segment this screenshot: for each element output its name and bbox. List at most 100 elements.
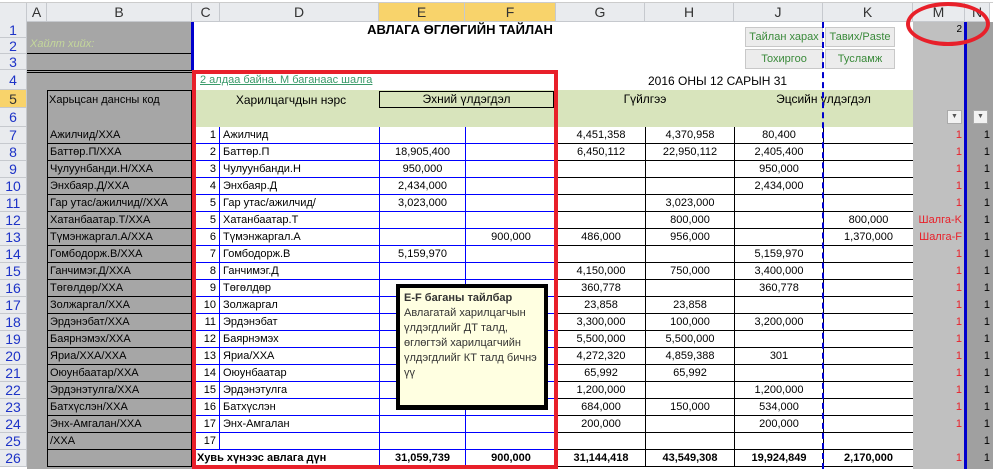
column-header-k[interactable]: K (823, 3, 913, 22)
amount-k[interactable]: 2,170,000 (823, 450, 913, 467)
row-header-10[interactable]: 10 (0, 178, 27, 195)
amount-k[interactable] (823, 263, 913, 280)
row-header-5[interactable]: 5 (0, 90, 27, 108)
amount-g[interactable]: 31,144,418 (556, 450, 645, 467)
help-button[interactable]: Тусламж (825, 49, 895, 69)
row-number[interactable]: 6 (192, 229, 220, 246)
row-header-21[interactable]: 21 (0, 365, 27, 382)
amount-g[interactable]: 486,000 (556, 229, 645, 246)
code-cell[interactable] (47, 246, 192, 263)
account-code[interactable]: Ганчимэг.Д/ХХА (50, 265, 131, 277)
customer-name[interactable]: Ганчимэг.Д (220, 263, 379, 280)
row-header-14[interactable]: 14 (0, 246, 27, 263)
code-cell[interactable] (47, 365, 192, 382)
amount-k[interactable] (823, 348, 913, 365)
amount-j[interactable] (734, 331, 823, 348)
account-code[interactable]: Баярнэмэх/ХХА (50, 333, 131, 345)
account-code[interactable]: Яриа/ХХА/ХХА (50, 350, 127, 362)
amount-e[interactable] (379, 399, 465, 416)
account-code[interactable]: Золжаргал/ХХА (50, 299, 130, 311)
code-cell[interactable] (47, 331, 192, 348)
row-header-1[interactable]: 1 (0, 22, 27, 38)
amount-h[interactable]: 65,992 (645, 365, 734, 382)
amount-j[interactable] (734, 212, 823, 229)
amount-g[interactable]: 23,858 (556, 297, 645, 314)
amount-h[interactable] (645, 246, 734, 263)
amount-j[interactable]: 3,400,000 (734, 263, 823, 280)
amount-k[interactable] (823, 144, 913, 161)
row-header-25[interactable]: 25 (0, 433, 27, 450)
amount-g[interactable]: 200,000 (556, 416, 645, 433)
amount-j[interactable]: 5,159,970 (734, 246, 823, 263)
amount-e[interactable] (379, 433, 465, 450)
amount-h[interactable] (645, 433, 734, 450)
row-number[interactable]: 16 (192, 399, 220, 416)
row-header-23[interactable]: 23 (0, 399, 27, 416)
code-cell[interactable] (47, 195, 192, 212)
amount-k[interactable] (823, 416, 913, 433)
amount-e[interactable] (379, 127, 465, 144)
amount-h[interactable] (645, 280, 734, 297)
row-header-15[interactable]: 15 (0, 263, 27, 280)
amount-e[interactable] (379, 263, 465, 280)
amount-j[interactable]: 950,000 (734, 161, 823, 178)
customer-name[interactable]: Эрдэнэтулга (220, 382, 379, 399)
error-link[interactable]: 2 алдаа байна. М баганаас шалга (200, 74, 373, 86)
code-cell[interactable] (47, 433, 192, 450)
amount-f[interactable] (465, 178, 556, 195)
amount-k[interactable] (823, 280, 913, 297)
amount-j[interactable]: 3,200,000 (734, 314, 823, 331)
account-code[interactable]: Энхбаяр.Д/ХХА (50, 180, 130, 192)
amount-k[interactable] (823, 127, 913, 144)
amount-f[interactable] (465, 161, 556, 178)
amount-g[interactable]: 6,450,112 (556, 144, 645, 161)
amount-g[interactable] (556, 433, 645, 450)
customer-name[interactable]: Гар утас/ажилчид/ (220, 195, 379, 212)
amount-h[interactable]: 750,000 (645, 263, 734, 280)
row-header-17[interactable]: 17 (0, 297, 27, 314)
amount-k[interactable] (823, 399, 913, 416)
customer-name[interactable]: Энх-Амгалан (220, 416, 379, 433)
row-number[interactable]: 4 (192, 178, 220, 195)
customer-name[interactable]: Түмэнжаргал.А (220, 229, 379, 246)
amount-e[interactable] (379, 229, 465, 246)
customer-name[interactable]: Баттөр.П (220, 144, 379, 161)
amount-g[interactable]: 4,451,358 (556, 127, 645, 144)
amount-j[interactable] (734, 229, 823, 246)
row-number[interactable]: 14 (192, 365, 220, 382)
amount-h[interactable]: 100,000 (645, 314, 734, 331)
amount-g[interactable]: 5,500,000 (556, 331, 645, 348)
account-code[interactable]: Хатанбаатар.Т/ХХА (50, 214, 151, 226)
column-header-g[interactable]: G (556, 3, 645, 22)
row-number[interactable]: 17 (192, 416, 220, 433)
amount-h[interactable] (645, 178, 734, 195)
column-header-h[interactable]: H (645, 3, 734, 22)
code-cell[interactable] (47, 127, 192, 144)
amount-f[interactable] (465, 144, 556, 161)
account-code[interactable]: Эрдэнэбат/ХХА (50, 316, 130, 328)
row-number[interactable]: 5 (192, 212, 220, 229)
account-code[interactable]: Түмэнжаргал.А/ХХА (50, 231, 153, 243)
amount-j[interactable]: 2,434,000 (734, 178, 823, 195)
filter-dropdown-m[interactable]: ▼ (947, 110, 962, 124)
row-number[interactable]: 11 (192, 314, 220, 331)
view-report-button[interactable]: Тайлан харах (745, 27, 823, 47)
code-cell[interactable] (47, 229, 192, 246)
amount-f[interactable] (465, 263, 556, 280)
column-header-b[interactable]: B (47, 3, 192, 22)
account-code[interactable]: Баттөр.П/ХХА (50, 146, 122, 158)
column-header-f[interactable]: F (465, 3, 556, 22)
row-header-24[interactable]: 24 (0, 416, 27, 433)
row-header-4[interactable]: 4 (0, 70, 27, 90)
account-code[interactable]: Эрдэнэтулга/ХХА (50, 384, 140, 396)
column-header-d[interactable]: D (220, 3, 379, 22)
amount-k[interactable] (823, 365, 913, 382)
amount-k[interactable]: 1,370,000 (823, 229, 913, 246)
amount-k[interactable] (823, 314, 913, 331)
amount-j[interactable]: 80,400 (734, 127, 823, 144)
amount-j[interactable]: 360,778 (734, 280, 823, 297)
amount-k[interactable] (823, 433, 913, 450)
column-header-j[interactable]: J (734, 3, 823, 22)
code-cell[interactable] (47, 280, 192, 297)
row-number[interactable]: 2 (192, 144, 220, 161)
